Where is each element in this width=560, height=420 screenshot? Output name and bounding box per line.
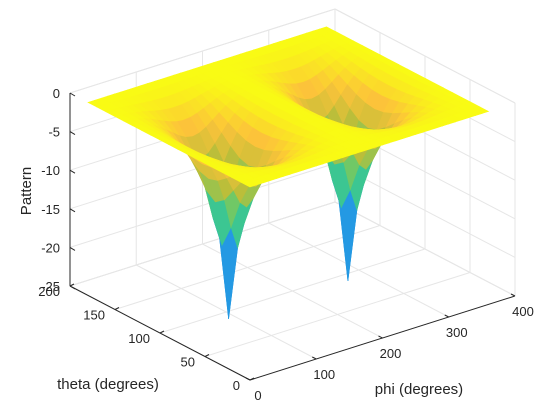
y-tick-mark <box>69 283 75 287</box>
z-tick-label: -25 <box>41 279 60 294</box>
z-tick-label: -5 <box>48 125 60 140</box>
y-axis-label: theta (degrees) <box>57 376 159 393</box>
z-tick-label: -20 <box>41 240 60 255</box>
box-edge <box>334 8 516 104</box>
z-tick-mark <box>69 169 76 174</box>
x-axis-label: phi (degrees) <box>375 381 463 398</box>
y-tick-mark <box>114 307 120 310</box>
z-tick-label: 0 <box>53 86 60 101</box>
x-tick-label: 0 <box>254 388 261 403</box>
y-tick-label: 50 <box>181 355 195 370</box>
box-edge <box>69 8 336 94</box>
y-tick-label: 100 <box>128 331 150 346</box>
z-axis-label: Pattern <box>18 167 35 215</box>
surface <box>87 26 490 319</box>
grid-line <box>114 225 381 310</box>
z-tick-label: -15 <box>41 202 60 217</box>
grid-line <box>159 248 426 334</box>
box-edge <box>334 201 516 297</box>
y-tick-label: 200 <box>38 284 60 299</box>
y-tick-label: 150 <box>83 308 105 323</box>
y-tick-mark <box>204 354 210 357</box>
y-tick-label: 0 <box>233 378 240 393</box>
z-tick-mark <box>69 131 76 136</box>
z-tick-mark <box>69 285 76 290</box>
x-tick-mark <box>312 356 317 360</box>
x-tick-label: 200 <box>380 346 402 361</box>
x-tick-mark <box>378 335 383 339</box>
surface-patch <box>240 179 258 188</box>
x-tick-mark <box>510 293 516 297</box>
tick-labels: 0 100 200 300 400 0 50 100 150 200 0 -5 -10 -15 -20 -25 <box>38 86 534 403</box>
z-tick-mark <box>69 246 76 251</box>
grid-line <box>69 162 336 248</box>
box-edge <box>69 201 336 287</box>
x-tick-label: 100 <box>313 367 335 382</box>
x-tick-mark <box>245 377 251 381</box>
grid-line <box>204 272 471 357</box>
z-tick-label: -10 <box>41 163 60 178</box>
z-tick-mark <box>69 208 76 213</box>
x-tick-label: 300 <box>446 325 468 340</box>
y-tick-mark <box>249 377 255 381</box>
y-tick-mark <box>159 330 165 334</box>
x-tick-mark <box>444 314 449 318</box>
x-tick-label: 400 <box>512 304 534 319</box>
z-tick-mark <box>69 92 76 97</box>
